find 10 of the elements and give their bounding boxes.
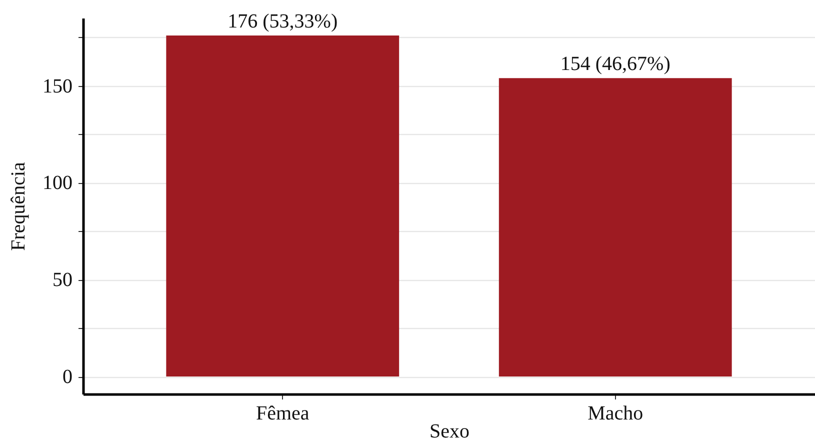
data-label: 154 (46,67%) [560, 53, 670, 76]
y-axis-title: Frequência [8, 162, 30, 251]
y-tick-label: 50 [52, 269, 72, 292]
x-tick-label: Fêmea [256, 402, 310, 424]
y-tick-label: 100 [42, 172, 72, 194]
y-tick-label: 0 [62, 366, 72, 388]
x-tick-label: Macho [588, 402, 644, 424]
data-label: 176 (53,33%) [228, 10, 338, 32]
y-tick-label: 150 [42, 75, 72, 98]
x-axis-title: Sexo [430, 420, 470, 442]
